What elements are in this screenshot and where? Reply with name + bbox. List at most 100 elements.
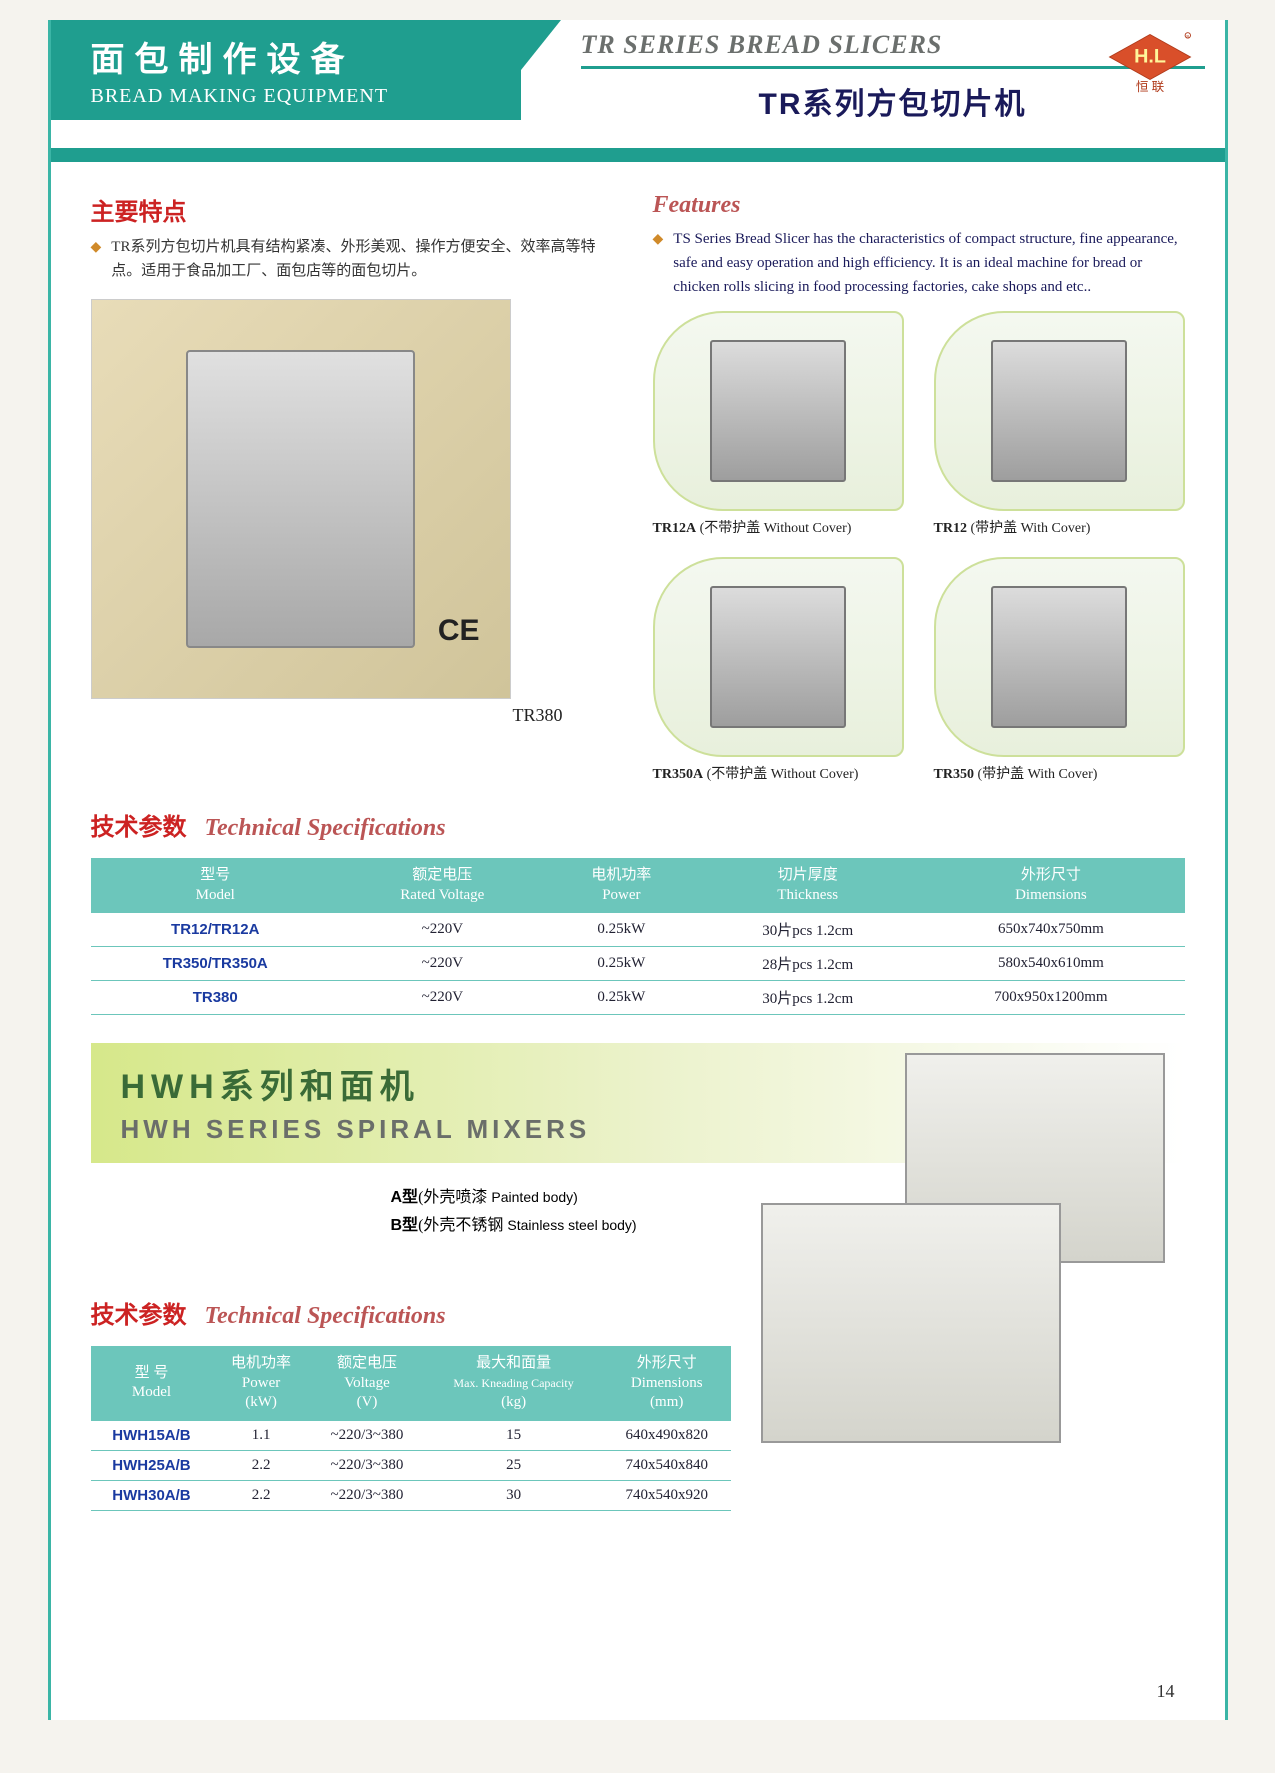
- cell-dim: 640x490x820: [603, 1421, 731, 1451]
- mixer-image-area: [751, 1053, 1185, 1453]
- cell-dim: 650x740x750mm: [917, 913, 1184, 947]
- content-area: 主要特点 ◆ TR系列方包切片机具有结构紧凑、外形美观、操作方便安全、效率高等特…: [51, 162, 1225, 1531]
- th-model: 型 号Model: [91, 1346, 213, 1421]
- machine-illustration: [710, 340, 846, 481]
- hwh-left: A型(外壳喷漆 Painted body) B型(外壳不锈钢 Stainless…: [91, 1173, 731, 1511]
- product-cell-0: CE TR12A (不带护盖 Without Cover): [653, 311, 904, 537]
- product-cell-3: CE TR350 (带护盖 With Cover): [934, 557, 1185, 783]
- cell-cap: 15: [424, 1421, 603, 1451]
- hwh-section: A型(外壳喷漆 Painted body) B型(外壳不锈钢 Stainless…: [91, 1173, 1185, 1511]
- features-title-cn: 主要特点: [91, 192, 623, 227]
- product-caption: TR350A (不带护盖 Without Cover): [653, 763, 904, 783]
- product-image-small: [653, 311, 904, 511]
- product-caption: TR12 (带护盖 With Cover): [934, 517, 1185, 537]
- header-product-block: TR SERIES BREAD SLICERS TR系列方包切片机 H.L 恒 …: [521, 20, 1225, 123]
- machine-illustration: [991, 586, 1127, 727]
- header-category-block: 面包制作设备 BREAD MAKING EQUIPMENT: [51, 20, 521, 120]
- cell-model: HWH25A/B: [91, 1450, 213, 1480]
- category-title-cn: 面包制作设备: [91, 32, 481, 81]
- techspec-en: Technical Specifications: [205, 815, 446, 842]
- page-header: 面包制作设备 BREAD MAKING EQUIPMENT TR SERIES …: [51, 20, 1225, 140]
- spec-table-2: 型 号Model 电机功率Power(kW) 额定电压Voltage(V) 最大…: [91, 1346, 731, 1511]
- th-dimensions: 外形尺寸Dimensions: [917, 858, 1184, 913]
- hwh-type-list: A型(外壳喷漆 Painted body) B型(外壳不锈钢 Stainless…: [91, 1183, 731, 1235]
- diamond-icon: ◆: [91, 237, 102, 259]
- th-model: 型号Model: [91, 858, 340, 913]
- cell-thickness: 30片pcs 1.2cm: [698, 913, 917, 947]
- cell-model: TR380: [91, 981, 340, 1015]
- machine-illustration: [710, 586, 846, 727]
- table-row: TR380 ~220V 0.25kW 30片pcs 1.2cm 700x950x…: [91, 981, 1185, 1015]
- table-header-row: 型 号Model 电机功率Power(kW) 额定电压Voltage(V) 最大…: [91, 1346, 731, 1421]
- cell-power: 2.2: [212, 1480, 309, 1510]
- th-power: 电机功率Power(kW): [212, 1346, 309, 1421]
- table-header-row: 型号Model 额定电压Rated Voltage 电机功率Power 切片厚度…: [91, 858, 1185, 913]
- cell-model: TR350/TR350A: [91, 947, 340, 981]
- product-image-small: [934, 557, 1185, 757]
- techspec-en: Technical Specifications: [205, 1303, 446, 1330]
- cell-model: TR12/TR12A: [91, 913, 340, 947]
- th-voltage: 额定电压Rated Voltage: [340, 858, 545, 913]
- cell-power: 1.1: [212, 1421, 309, 1451]
- caption-note-en: Without Cover): [764, 521, 852, 536]
- cell-power: 0.25kW: [545, 947, 698, 981]
- techspec-cn: 技术参数: [91, 807, 187, 842]
- table-row: HWH15A/B 1.1 ~220/3~380 15 640x490x820: [91, 1421, 731, 1451]
- logo-initials: H.L: [1134, 45, 1166, 67]
- features-text-en: TS Series Bread Slicer has the character…: [673, 227, 1184, 299]
- caption-note-cn: (带护盖: [977, 767, 1024, 782]
- caption-note-cn: (不带护盖: [700, 521, 761, 536]
- cell-voltage: ~220V: [340, 981, 545, 1015]
- ce-mark: CE: [438, 614, 480, 648]
- features-right: Features ◆ TS Series Bread Slicer has th…: [653, 192, 1185, 783]
- cell-voltage: ~220/3~380: [310, 1480, 425, 1510]
- page-number: 14: [1157, 1681, 1175, 1702]
- cell-voltage: ~220/3~380: [310, 1421, 425, 1451]
- features-left: 主要特点 ◆ TR系列方包切片机具有结构紧凑、外形美观、操作方便安全、效率高等特…: [91, 192, 623, 783]
- machine-illustration: [186, 350, 416, 649]
- logo-brand-cn: 恒 联: [1135, 80, 1164, 93]
- caption-note-cn: (带护盖: [970, 521, 1017, 536]
- techspec-heading-1: 技术参数 Technical Specifications: [91, 807, 1185, 848]
- caption-note-en: Without Cover): [771, 767, 859, 782]
- th-voltage: 额定电压Voltage(V): [310, 1346, 425, 1421]
- spec-table-1: 型号Model 额定电压Rated Voltage 电机功率Power 切片厚度…: [91, 858, 1185, 1015]
- hwh-type-b: B型(外壳不锈钢 Stainless steel body): [391, 1211, 731, 1235]
- cell-power: 0.25kW: [545, 981, 698, 1015]
- table-row: TR12/TR12A ~220V 0.25kW 30片pcs 1.2cm 650…: [91, 913, 1185, 947]
- mixer-illustration-front: [761, 1203, 1061, 1443]
- th-dimensions: 外形尺寸Dimensions(mm): [603, 1346, 731, 1421]
- cell-voltage: ~220V: [340, 913, 545, 947]
- cell-thickness: 30片pcs 1.2cm: [698, 981, 917, 1015]
- product-image-small: [653, 557, 904, 757]
- product-caption: TR350 (带护盖 With Cover): [934, 763, 1185, 783]
- product-cell-2: CE TR350A (不带护盖 Without Cover): [653, 557, 904, 783]
- product-cell-1: CE TR12 (带护盖 With Cover): [934, 311, 1185, 537]
- caption-note-en: With Cover): [1028, 767, 1098, 782]
- cell-voltage: ~220V: [340, 947, 545, 981]
- cell-dim: 700x950x1200mm: [917, 981, 1184, 1015]
- header-bar: [51, 148, 1225, 162]
- cell-dim: 580x540x610mm: [917, 947, 1184, 981]
- features-bullet-en: ◆ TS Series Bread Slicer has the charact…: [653, 227, 1185, 299]
- th-power: 电机功率Power: [545, 858, 698, 913]
- techspec-cn: 技术参数: [91, 1295, 187, 1330]
- cell-dim: 740x540x920: [603, 1480, 731, 1510]
- cell-voltage: ~220/3~380: [310, 1450, 425, 1480]
- product-image-main: CE: [91, 299, 511, 699]
- th-capacity: 最大和面量Max. Kneading Capacity(kg): [424, 1346, 603, 1421]
- cell-power: 0.25kW: [545, 913, 698, 947]
- category-title-en: BREAD MAKING EQUIPMENT: [91, 85, 481, 108]
- caption-model: TR350: [934, 767, 974, 782]
- table-row: HWH25A/B 2.2 ~220/3~380 25 740x540x840: [91, 1450, 731, 1480]
- diamond-icon: ◆: [653, 229, 664, 251]
- table-row: TR350/TR350A ~220V 0.25kW 28片pcs 1.2cm 5…: [91, 947, 1185, 981]
- cell-model: HWH15A/B: [91, 1421, 213, 1451]
- cell-power: 2.2: [212, 1450, 309, 1480]
- brand-logo: H.L 恒 联 R: [1105, 30, 1195, 93]
- features-bullet-cn: ◆ TR系列方包切片机具有结构紧凑、外形美观、操作方便安全、效率高等特点。适用于…: [91, 235, 623, 283]
- caption-note-en: With Cover): [1021, 521, 1091, 536]
- caption-model: TR12A: [653, 521, 697, 536]
- features-text-cn: TR系列方包切片机具有结构紧凑、外形美观、操作方便安全、效率高等特点。适用于食品…: [111, 235, 622, 283]
- caption-model: TR12: [934, 521, 967, 536]
